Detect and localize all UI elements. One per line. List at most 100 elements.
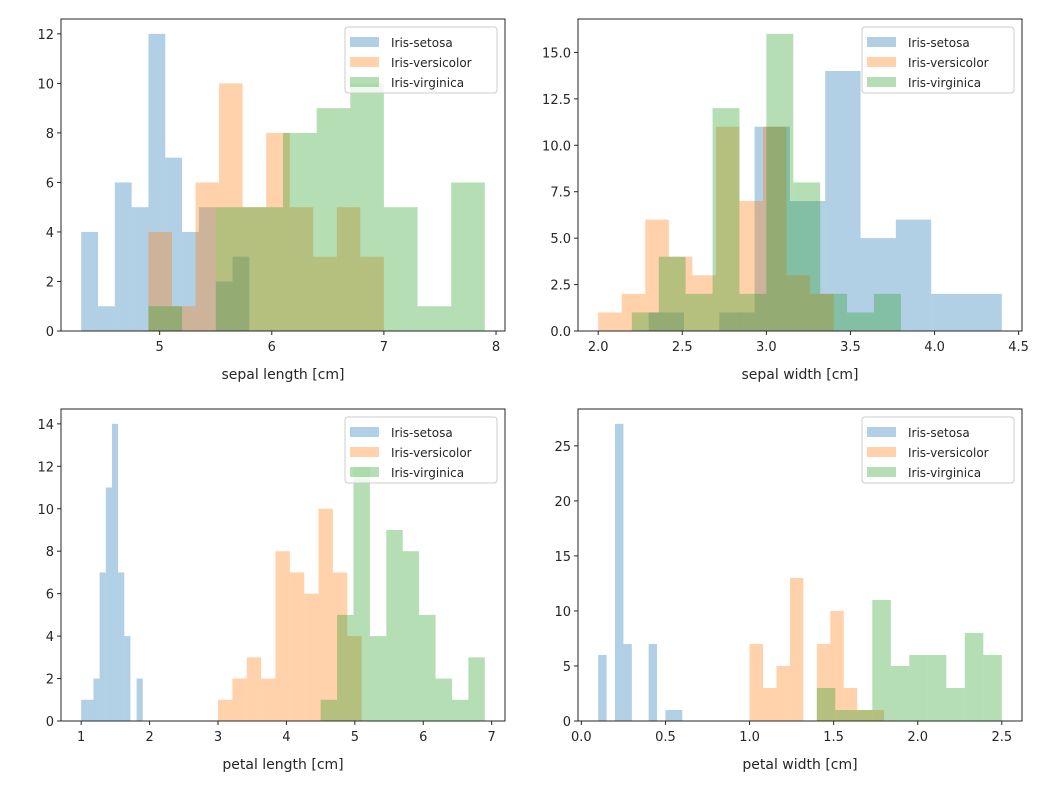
y-tick-label: 8 bbox=[46, 545, 54, 560]
histogram-bar-iris-setosa bbox=[81, 231, 98, 331]
histogram-bar-iris-versicolor bbox=[763, 687, 777, 721]
x-axis-label: sepal length [cm] bbox=[221, 367, 344, 383]
legend-swatch bbox=[350, 447, 379, 457]
histogram-bar-iris-setosa bbox=[105, 487, 112, 721]
axes-frame bbox=[577, 18, 1023, 332]
histogram-bar-iris-versicolor bbox=[763, 126, 787, 332]
histogram-bar-iris-virginica bbox=[927, 654, 947, 721]
x-tick-label: 0.5 bbox=[655, 730, 676, 745]
legend-box bbox=[861, 26, 1015, 94]
histogram-bar-iris-virginica bbox=[353, 466, 370, 721]
legend-label: Iris-setosa bbox=[391, 36, 453, 50]
histogram-bar-iris-setosa bbox=[131, 207, 149, 331]
histogram-bar-iris-setosa bbox=[648, 312, 684, 331]
histogram-bar-iris-virginica bbox=[820, 293, 848, 331]
x-tick-label: 2.0 bbox=[588, 340, 609, 355]
y-tick-label: 10 bbox=[554, 605, 571, 620]
histogram-bar-iris-virginica bbox=[215, 207, 250, 331]
histogram-bar-iris-setosa bbox=[111, 423, 119, 721]
legend-label: Iris-versicolor bbox=[908, 56, 989, 70]
legend-box bbox=[344, 26, 498, 94]
y-tick-label: 5 bbox=[563, 660, 571, 675]
histogram-bar-iris-versicolor bbox=[232, 678, 247, 721]
y-tick-label: 4 bbox=[46, 226, 54, 241]
series-iris-virginica bbox=[816, 599, 1002, 721]
histogram-bar-iris-versicolor bbox=[739, 201, 763, 331]
histogram-bar-iris-setosa bbox=[860, 238, 896, 331]
histogram-bar-iris-setosa bbox=[623, 643, 632, 721]
x-tick-label: 2 bbox=[145, 730, 153, 745]
y-tick-label: 4 bbox=[46, 630, 54, 645]
histogram-bar-iris-versicolor bbox=[347, 636, 362, 721]
legend-swatch bbox=[867, 427, 896, 437]
histogram-bar-iris-versicolor bbox=[843, 687, 858, 721]
series-iris-setosa bbox=[598, 423, 683, 721]
x-axis-label: petal length [cm] bbox=[222, 757, 343, 773]
legend-swatch bbox=[350, 57, 379, 67]
histogram-bar-iris-versicolor bbox=[304, 593, 319, 721]
x-tick-label: 3.0 bbox=[756, 340, 777, 355]
histogram-bar-iris-versicolor bbox=[275, 551, 290, 721]
histogram-bar-iris-virginica bbox=[249, 207, 283, 331]
legend-label: Iris-virginica bbox=[908, 76, 981, 90]
y-axis: 0 5 10 15 20 25 bbox=[554, 440, 578, 730]
y-tick-label: 12 bbox=[37, 460, 54, 475]
y-tick-label: 5.0 bbox=[550, 232, 571, 247]
y-tick-label: 6 bbox=[46, 588, 54, 603]
histogram-bar-iris-setosa bbox=[789, 201, 826, 331]
y-tick-label: 20 bbox=[554, 495, 571, 510]
x-tick-label: 6 bbox=[419, 730, 427, 745]
legend-swatch bbox=[867, 77, 896, 87]
histogram-bar-iris-versicolor bbox=[332, 572, 348, 721]
histogram-bar-iris-versicolor bbox=[789, 577, 804, 721]
histogram-bar-iris-virginica bbox=[847, 312, 874, 331]
histogram-bar-iris-virginica bbox=[631, 312, 659, 331]
x-tick-label: 1.5 bbox=[823, 730, 844, 745]
histogram-bar-iris-versicolor bbox=[692, 275, 716, 331]
histogram-bar-iris-virginica bbox=[283, 132, 317, 331]
histogram-bar-iris-versicolor bbox=[621, 293, 646, 331]
axes-frame bbox=[60, 408, 506, 722]
legend-label: Iris-versicolor bbox=[908, 446, 989, 460]
histogram-bar-iris-virginica bbox=[874, 293, 901, 331]
legend-item-iris-setosa: Iris-setosa bbox=[350, 36, 453, 50]
histogram-bar-iris-versicolor bbox=[810, 293, 834, 331]
y-tick-label: 2 bbox=[46, 673, 54, 688]
petal-width-histogram: 0.0 0.5 1.0 1.5 2.0 2.5 petal width [cm] 0 5 10 15… bbox=[554, 408, 1023, 773]
y-tick-label: 12.5 bbox=[542, 93, 571, 108]
y-tick-label: 8 bbox=[46, 127, 54, 142]
y-tick-label: 25 bbox=[554, 440, 571, 455]
sepal-width-histogram: 2.0 2.5 3.0 3.5 4.0 4.5 sepal width [cm] 0.0 2.5… bbox=[542, 18, 1029, 383]
histogram-bar-iris-setosa bbox=[673, 709, 683, 721]
legend-item-iris-versicolor: Iris-versicolor bbox=[350, 446, 472, 460]
histogram-bars bbox=[81, 423, 485, 721]
legend-item-iris-virginica: Iris-virginica bbox=[350, 466, 464, 480]
histogram-bar-iris-virginica bbox=[739, 293, 767, 331]
axes-frame bbox=[577, 408, 1023, 722]
x-tick-label: 4.0 bbox=[924, 340, 945, 355]
legend-label: Iris-versicolor bbox=[391, 446, 472, 460]
histogram-bar-iris-versicolor bbox=[289, 207, 314, 331]
histogram-bar-iris-virginica bbox=[835, 709, 854, 721]
histogram-bar-iris-setosa bbox=[719, 312, 755, 331]
x-tick-label: 5 bbox=[156, 340, 164, 355]
series-iris-virginica bbox=[148, 83, 485, 331]
histogram-bar-iris-versicolor bbox=[148, 231, 172, 331]
series-iris-versicolor bbox=[218, 508, 362, 721]
histogram-bar-iris-virginica bbox=[853, 709, 873, 721]
histogram-bar-iris-virginica bbox=[451, 182, 485, 331]
series-iris-setosa bbox=[81, 33, 250, 332]
histogram-bar-iris-virginica bbox=[386, 529, 403, 721]
series-iris-virginica bbox=[320, 466, 485, 721]
series-iris-virginica bbox=[631, 33, 901, 332]
histogram-bar-iris-setosa bbox=[136, 678, 143, 721]
legend-item-iris-versicolor: Iris-versicolor bbox=[867, 446, 989, 460]
histogram-bar-iris-versicolor bbox=[870, 709, 885, 721]
x-axis: 0.0 0.5 1.0 1.5 2.0 2.5 petal width [cm] bbox=[571, 721, 1012, 773]
histogram-bar-iris-virginica bbox=[712, 108, 740, 331]
legend-label: Iris-setosa bbox=[908, 426, 970, 440]
histogram-bar-iris-virginica bbox=[350, 83, 384, 331]
x-tick-label: 4.5 bbox=[1008, 340, 1029, 355]
x-tick-label: 7 bbox=[380, 340, 388, 355]
histogram-bar-iris-setosa bbox=[93, 678, 100, 721]
